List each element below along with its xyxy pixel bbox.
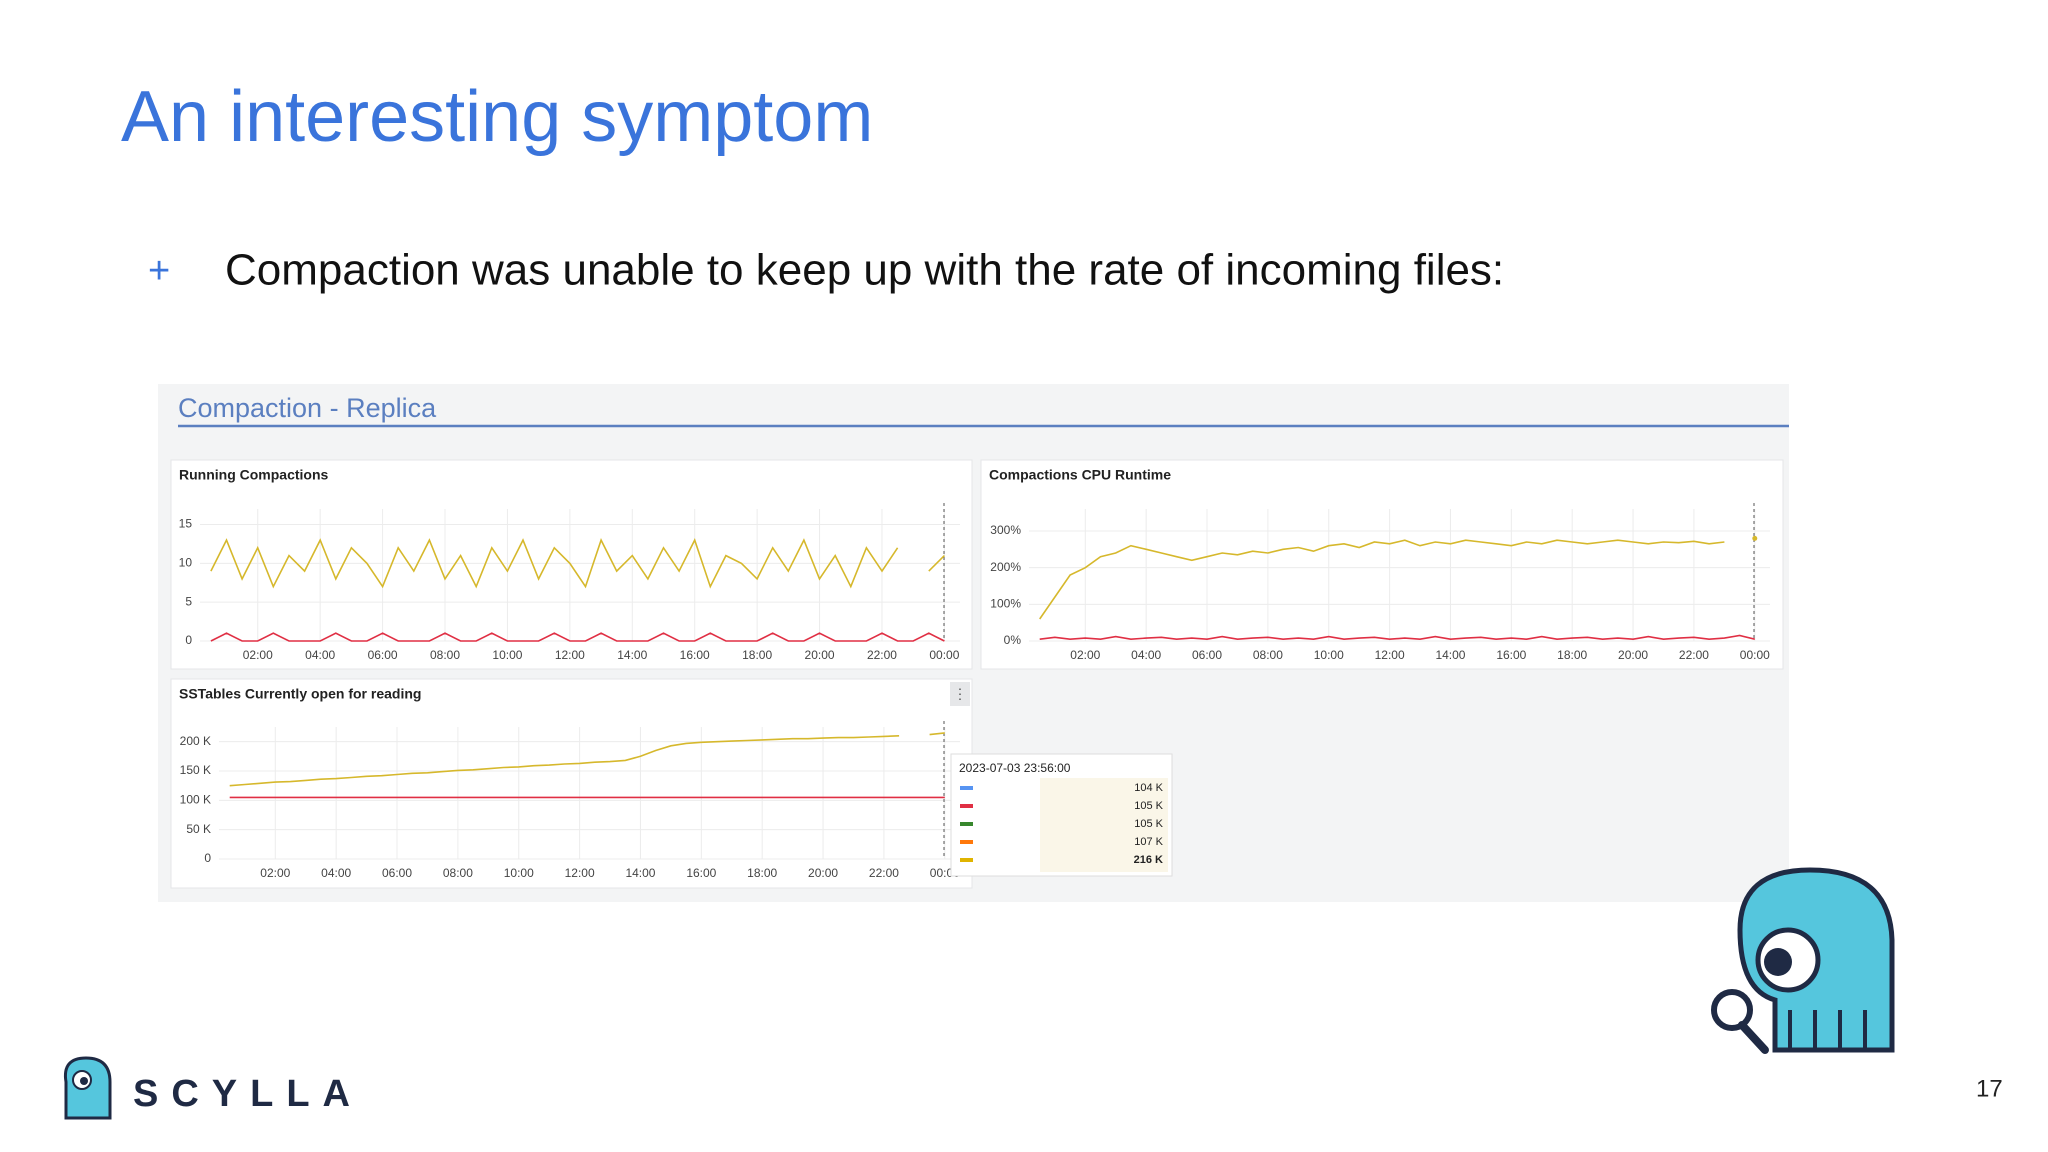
x-tick-label: 00:00 — [929, 648, 959, 662]
x-tick-label: 14:00 — [617, 648, 647, 662]
tooltip-value: 216 K — [1134, 854, 1163, 866]
x-tick-label: 08:00 — [443, 866, 473, 880]
page-number: 17 — [1976, 1075, 2003, 1102]
x-tick-label: 20:00 — [1618, 648, 1648, 662]
series-line — [1039, 539, 1725, 620]
y-tick-label: 15 — [179, 517, 193, 531]
x-tick-label: 02:00 — [243, 648, 273, 662]
series-line — [929, 732, 945, 736]
tooltip-value: 105 K — [1134, 800, 1163, 812]
mascot — [1711, 867, 1895, 1054]
x-tick-label: 08:00 — [430, 648, 460, 662]
panel-menu[interactable] — [950, 682, 970, 706]
x-tick-label: 12:00 — [1375, 648, 1405, 662]
x-tick-label: 04:00 — [1131, 648, 1161, 662]
logo-text: SCYLLA — [133, 1073, 363, 1115]
bullet-text: Compaction was unable to keep up with th… — [225, 246, 1504, 295]
x-tick-label: 16:00 — [1496, 648, 1526, 662]
x-tick-label: 20:00 — [808, 866, 838, 880]
data-point — [1752, 535, 1758, 541]
series-line — [210, 538, 899, 589]
y-tick-label: 100 K — [180, 793, 211, 807]
tooltip-value: 105 K — [1134, 818, 1163, 830]
y-tick-label: 10 — [179, 556, 193, 570]
panel — [170, 678, 973, 889]
x-tick-label: 04:00 — [305, 648, 335, 662]
y-tick-label: 150 K — [180, 763, 211, 777]
legend-swatch — [960, 858, 973, 862]
y-tick-label: 50 K — [186, 822, 211, 836]
tooltip-value: 107 K — [1134, 836, 1163, 848]
slide-title: An interesting symptom — [121, 77, 873, 157]
x-tick-label: 06:00 — [368, 648, 398, 662]
x-tick-label: 14:00 — [1435, 648, 1465, 662]
legend-swatch — [960, 822, 973, 826]
y-tick-label: 300% — [990, 523, 1021, 537]
y-tick-label: 200 K — [180, 734, 211, 748]
dashboard-title: Compaction - Replica — [178, 393, 437, 423]
y-tick-label: 100% — [990, 597, 1021, 611]
x-tick-label: 22:00 — [869, 866, 899, 880]
panel-title: Compactions CPU Runtime — [989, 467, 1171, 483]
y-tick-label: 0% — [1004, 633, 1022, 647]
x-tick-label: 08:00 — [1253, 648, 1283, 662]
charts: Running Compactions 0 5 10 15 02:00 04:00 06:00… — [179, 467, 1770, 880]
panel — [980, 459, 1784, 670]
series-line — [928, 555, 945, 572]
panel-title: SSTables Currently open for reading — [179, 686, 421, 702]
legend-swatch — [960, 840, 973, 844]
tooltip-value: 104 K — [1134, 782, 1163, 794]
x-tick-label: 06:00 — [382, 866, 412, 880]
x-tick-label: 18:00 — [1557, 648, 1587, 662]
y-tick-label: 0 — [185, 633, 192, 647]
y-tick-label: 200% — [990, 560, 1021, 574]
x-tick-label: 20:00 — [805, 648, 835, 662]
tooltip-highlight — [1128, 778, 1168, 872]
x-tick-label: 10:00 — [492, 648, 522, 662]
tooltip-time: 2023-07-03 23:56:00 — [959, 761, 1071, 775]
x-tick-label: 02:00 — [260, 866, 290, 880]
panel-title: Running Compactions — [179, 467, 329, 483]
x-tick-label: 18:00 — [742, 648, 772, 662]
series-line — [229, 735, 900, 787]
series-line — [1039, 634, 1755, 641]
series-line — [210, 632, 945, 642]
x-tick-label: 12:00 — [555, 648, 585, 662]
x-tick-label: 10:00 — [1314, 648, 1344, 662]
tooltip-highlight — [1040, 778, 1130, 872]
x-tick-label: 12:00 — [565, 866, 595, 880]
x-tick-label: 10:00 — [504, 866, 534, 880]
logo-mascot — [63, 1056, 112, 1120]
y-tick-label: 0 — [204, 851, 211, 865]
legend-swatch — [960, 786, 973, 790]
x-tick-label: 14:00 — [625, 866, 655, 880]
x-tick-label: 06:00 — [1192, 648, 1222, 662]
x-tick-label: 22:00 — [867, 648, 897, 662]
x-tick-label: 16:00 — [686, 866, 716, 880]
x-tick-label: 22:00 — [1679, 648, 1709, 662]
tooltip-items: 104 K 105 K 105 K 107 K 216 K — [960, 782, 1164, 866]
bullet-marker: + — [148, 250, 170, 292]
x-tick-label: 04:00 — [321, 866, 351, 880]
x-tick-label: 02:00 — [1070, 648, 1100, 662]
menu-icon: ⋮ — [953, 686, 967, 702]
x-tick-label: 16:00 — [680, 648, 710, 662]
y-tick-label: 5 — [185, 594, 192, 608]
legend-swatch — [960, 804, 973, 808]
x-tick-label: 00:00 — [1740, 648, 1770, 662]
x-tick-label: 18:00 — [747, 866, 777, 880]
